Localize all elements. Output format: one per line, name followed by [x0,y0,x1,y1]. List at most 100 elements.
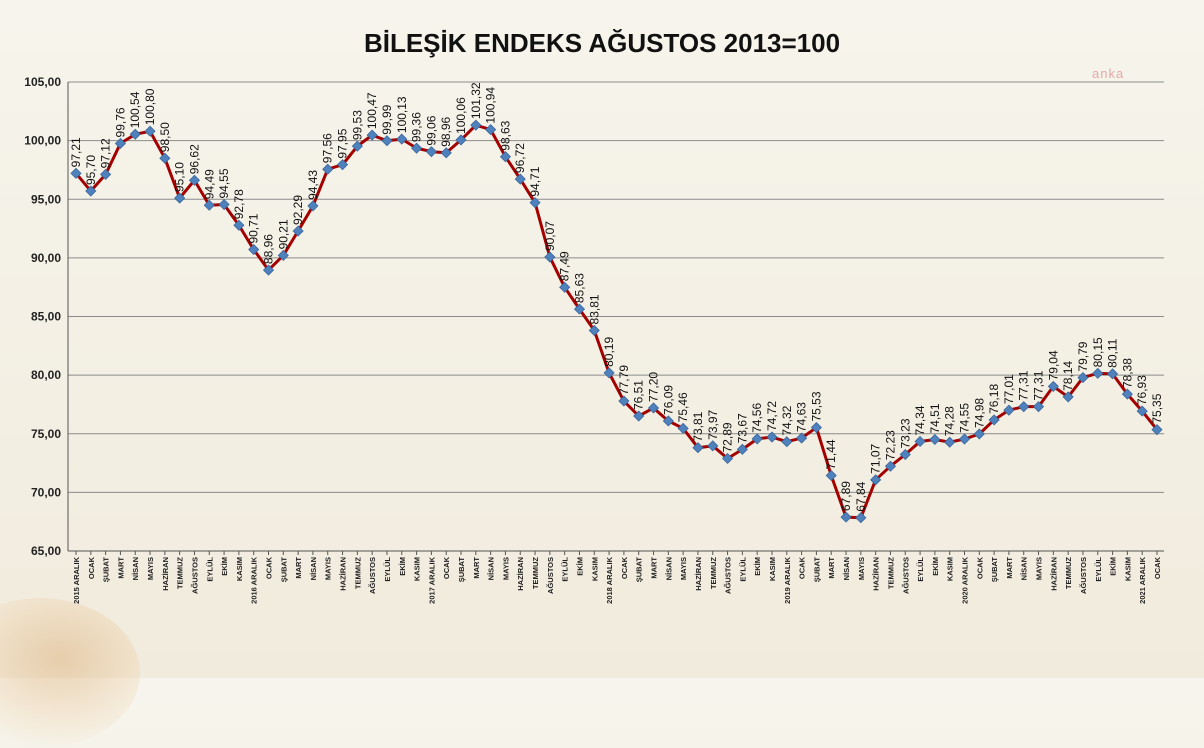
x-tick-label: EYLÜL [383,557,392,582]
x-tick-label: EYLÜL [205,557,214,582]
x-tick-label: ŞUBAT [990,557,999,583]
x-tick-label: MART [1005,557,1014,579]
data-label: 74,56 [750,403,764,433]
data-point [396,133,408,145]
data-point [1018,401,1030,413]
data-point [455,134,467,146]
data-label: 87,49 [558,251,572,281]
data-point [292,225,304,237]
data-label: 78,38 [1120,358,1134,388]
data-point [233,219,245,231]
data-point [470,119,482,131]
data-point [751,433,763,445]
x-tick-label: KASIM [1123,557,1132,581]
x-tick-label: MAYIS [501,557,510,580]
data-point [307,200,319,212]
x-tick-label: KASIM [413,557,422,581]
y-tick-label: 65,00 [31,544,61,558]
data-label: 73,23 [898,418,912,448]
x-tick-label: ŞUBAT [102,557,111,583]
data-label: 95,70 [84,155,98,185]
data-point [1151,424,1163,436]
data-label: 74,34 [913,405,927,435]
data-label: 77,31 [1017,370,1031,400]
data-label: 80,19 [602,337,616,367]
data-label: 74,55 [957,403,971,433]
data-point [514,173,526,185]
data-label: 90,07 [543,221,557,251]
data-point [573,303,586,315]
data-point [485,124,497,136]
y-tick-label: 75,00 [31,427,61,441]
data-label: 97,56 [321,133,335,163]
x-tick-label: NİSAN [664,557,673,580]
data-point [440,147,452,159]
data-point [633,410,645,422]
data-point [322,163,334,175]
data-label: 76,18 [987,384,1001,414]
data-label: 94,49 [202,169,216,199]
x-tick-label: NİSAN [131,557,140,580]
x-tick-label: EKİM [220,557,229,576]
x-tick-label: MART [116,557,125,579]
data-label: 76,09 [661,385,675,415]
data-point [1121,388,1133,400]
x-tick-label: EKİM [575,557,584,576]
data-point [114,137,126,150]
data-label: 92,29 [291,195,305,225]
data-label: 80,11 [1106,338,1120,367]
data-label: 75,53 [809,391,823,421]
series-line [74,123,1159,520]
data-label: 100,54 [128,91,142,128]
data-point [100,168,112,180]
data-point [647,402,660,414]
data-point [914,435,926,448]
data-point [825,469,837,482]
x-tick-label: ŞUBAT [812,557,821,583]
data-label: 94,43 [306,170,320,200]
data-point [1077,372,1089,384]
x-tick-label: 2019 ARALIK [783,556,792,603]
x-tick-label: TEMMUZ [1064,557,1073,589]
data-label: 72,89 [721,422,735,452]
data-point [677,422,689,434]
data-label: 79,79 [1076,341,1090,371]
x-tick-label: MART [650,557,659,579]
data-label: 73,97 [706,409,720,439]
data-point [944,436,956,448]
data-point [603,367,615,379]
data-label: 77,31 [1032,370,1046,400]
data-point [203,199,215,211]
data-label: 100,94 [484,87,498,124]
data-label: 99,76 [113,107,127,137]
data-label: 101,32 [469,82,483,119]
data-label: 74,63 [795,402,809,432]
data-point [174,192,186,204]
data-point [973,428,985,440]
x-tick-label: MAYIS [324,557,333,580]
data-label: 73,81 [691,411,705,441]
data-point [870,474,882,486]
data-label: 73,67 [735,413,749,443]
x-tick-label: EKİM [398,557,407,576]
x-tick-label: HAZİRAN [694,557,703,591]
data-point [544,251,556,263]
x-tick-label: OCAK [265,556,274,579]
data-point [618,395,630,407]
data-point [707,440,719,452]
data-point [351,140,363,152]
x-tick-label: AĞUSTOS [546,557,555,594]
x-tick-label: 2015 ARALIK [72,556,81,603]
x-tick-label: AĞUSTOS [724,557,733,594]
data-label: 100,06 [454,97,468,134]
data-label: 74,51 [928,403,942,433]
data-label: 77,20 [647,372,661,402]
data-label: 75,35 [1150,393,1164,423]
x-tick-label: MAYIS [146,557,155,580]
data-point [884,460,897,472]
x-tick-label: OCAK [87,556,96,579]
data-point [721,452,734,465]
data-label: 99,99 [380,104,394,134]
y-tick-label: 85,00 [31,310,61,324]
x-tick-label: TEMMUZ [176,557,185,589]
